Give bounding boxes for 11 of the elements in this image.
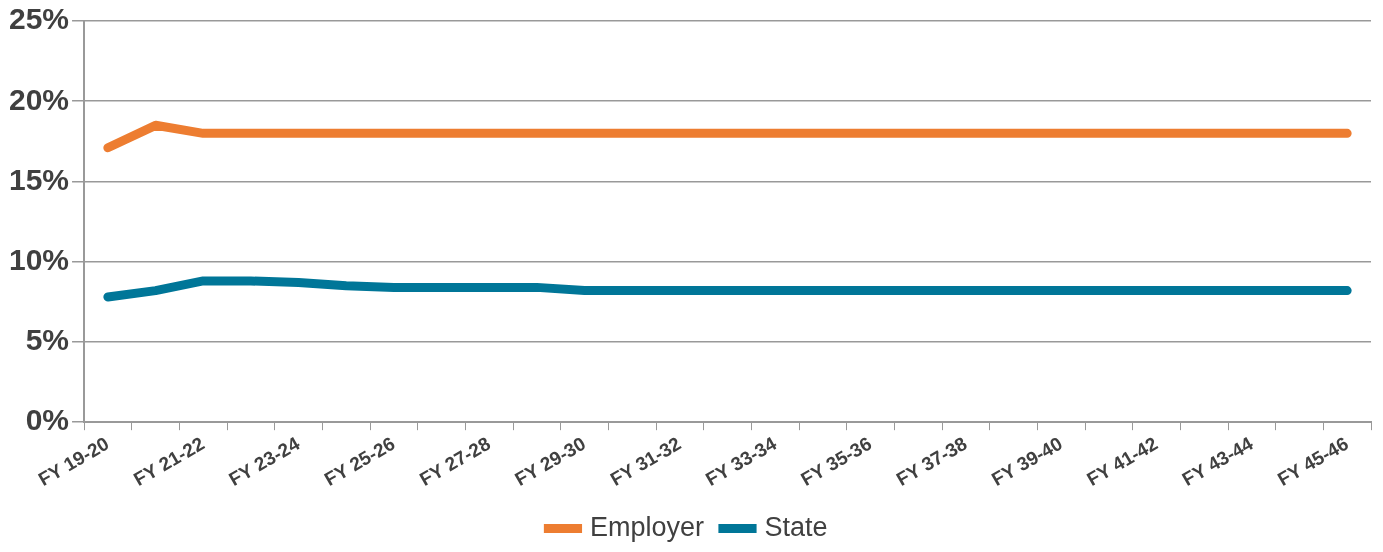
x-tick-label: FY 43-44 (1178, 432, 1257, 490)
legend-label: Employer (589, 511, 705, 542)
y-tick-label: 0% (25, 403, 70, 437)
x-tick-label: FY 45-46 (1273, 432, 1352, 490)
y-tick-label: 5% (25, 323, 70, 357)
x-tick-label: FY 41-42 (1083, 432, 1162, 490)
y-tick-label: 25% (9, 2, 70, 36)
y-tick-label: 20% (9, 82, 70, 116)
legend-label: State (764, 511, 828, 542)
y-tick-label: 15% (9, 162, 70, 196)
y-tick-label: 10% (9, 242, 70, 276)
